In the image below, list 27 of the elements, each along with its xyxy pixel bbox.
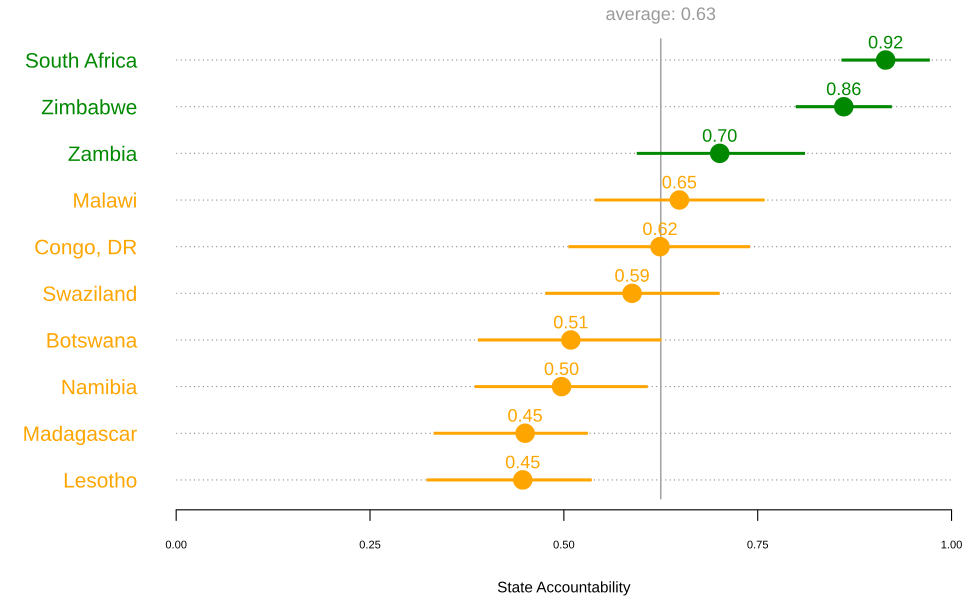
- data-label: 0.50: [544, 362, 578, 376]
- data-label: 0.62: [643, 222, 677, 236]
- y-tick-label: Namibia: [62, 379, 138, 394]
- ref-line-label: average: 0.63: [606, 7, 716, 24]
- y-tick-label: Zambia: [68, 146, 138, 162]
- y-tick-label: Congo, DR: [35, 240, 136, 259]
- x-tick-label: 0.75: [747, 540, 768, 548]
- x-tick-label: 0.25: [360, 540, 380, 548]
- y-tick-label: Lesotho: [64, 472, 136, 488]
- x-tick-label: 1.00: [942, 540, 962, 548]
- data-label: 0.70: [702, 129, 737, 142]
- y-tick-label: Swaziland: [43, 286, 136, 302]
- data-label: 0.59: [615, 269, 649, 282]
- data-label: 0.45: [508, 408, 542, 422]
- y-tick-label: Malawi: [74, 192, 136, 208]
- data-label: 0.65: [662, 176, 696, 189]
- data-label: 0.86: [826, 82, 861, 96]
- x-tick-label: 0.00: [166, 540, 187, 548]
- y-tick-label: Zimbabwe: [42, 99, 136, 114]
- x-tick-label: 0.50: [553, 540, 574, 548]
- data-label: 0.45: [506, 456, 540, 468]
- data-label: 0.51: [554, 316, 588, 328]
- x-axis-title: State Accountability: [498, 581, 631, 596]
- data-label: 0.92: [868, 36, 902, 49]
- y-tick-label: South Africa: [26, 52, 138, 68]
- y-tick-label: Madagascar: [24, 426, 137, 446]
- y-tick-label: Botswana: [48, 333, 138, 348]
